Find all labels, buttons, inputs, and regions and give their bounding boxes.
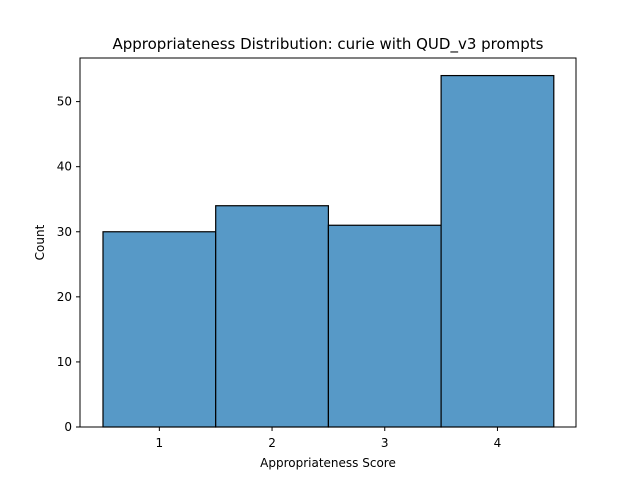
- x-tick-label: 2: [268, 436, 276, 450]
- chart-title: Appropriateness Distribution: curie with…: [112, 35, 543, 54]
- y-tick-label: 50: [57, 95, 72, 109]
- y-tick-label: 40: [57, 160, 72, 174]
- y-tick-label: 10: [57, 355, 72, 369]
- bars-group: [102, 74, 555, 428]
- x-tick-label: 4: [494, 436, 502, 450]
- bar-score-3: [327, 224, 442, 428]
- bar-score-2: [215, 205, 329, 428]
- x-axis-label: Appropriateness Score: [260, 456, 396, 470]
- y-tick-label: 30: [57, 225, 72, 239]
- x-axis-ticks: 1 2 3 4: [156, 427, 502, 450]
- y-tick-label: 20: [57, 290, 72, 304]
- y-axis-label: Count: [33, 224, 47, 260]
- bar-score-4: [440, 74, 555, 428]
- x-tick-label: 1: [156, 436, 164, 450]
- y-axis-ticks: 0 10 20 30 40 50: [57, 95, 80, 434]
- y-tick-label: 0: [64, 420, 72, 434]
- x-tick-label: 3: [381, 436, 389, 450]
- plot-frame: [79, 57, 577, 428]
- bar-score-1: [102, 231, 217, 428]
